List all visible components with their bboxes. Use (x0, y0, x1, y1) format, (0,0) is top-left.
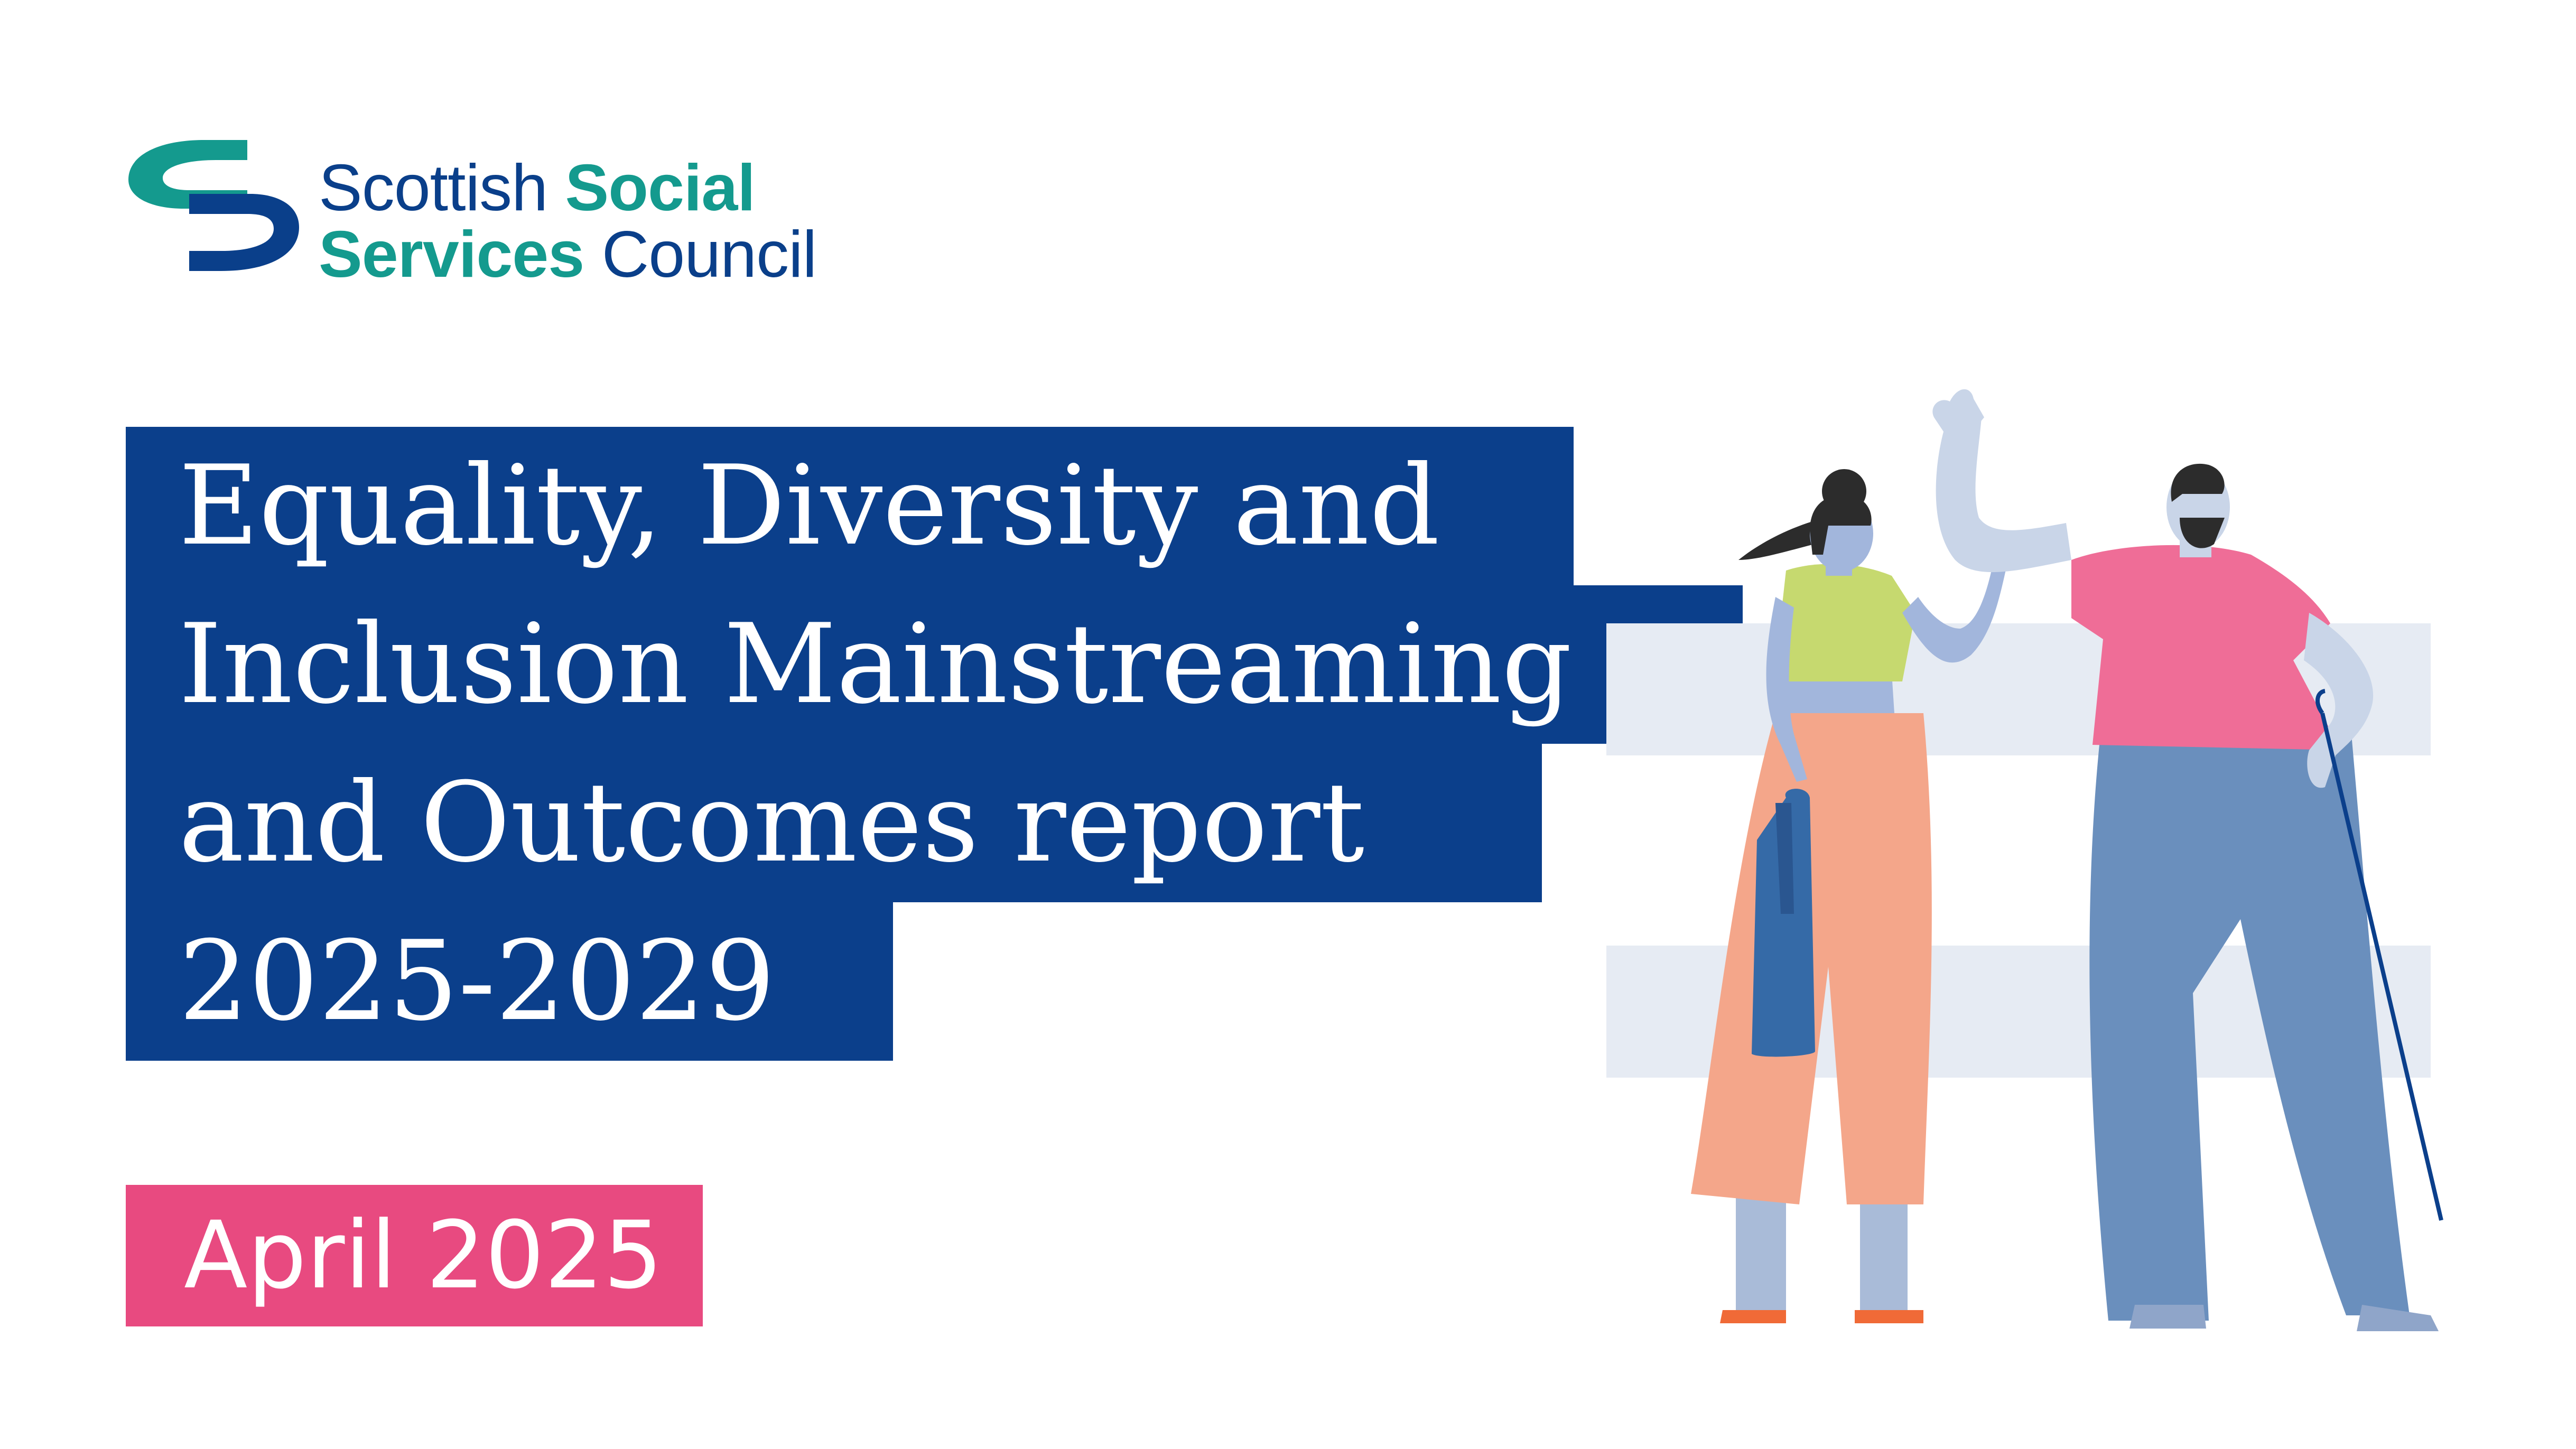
org-word-social: Social (565, 152, 756, 225)
sssc-logo: Scottish Social Services Council (126, 135, 844, 288)
date-badge: April 2025 (126, 1185, 703, 1326)
organisation-name-line1: Scottish Social (319, 155, 816, 221)
walking-cane (2320, 713, 2443, 1221)
org-word-services: Services (319, 218, 584, 291)
org-word-council: Council (601, 218, 817, 291)
woman-figure (1691, 469, 2008, 1323)
organisation-name-line2: Services Council (319, 218, 817, 291)
title-line-3: and Outcomes report (126, 744, 1542, 902)
org-word-scottish: Scottish (319, 152, 548, 225)
organisation-name: Scottish Social Services Council (319, 155, 817, 291)
title-line-1: Equality, Diversity and (126, 427, 1574, 585)
title-line-4: 2025-2029 (126, 902, 893, 1061)
sssc-logo-icon (128, 140, 299, 271)
man-figure (1932, 389, 2443, 1331)
people-illustration (1606, 389, 2443, 1331)
title-line-2: Inclusion Mainstreaming (126, 585, 1743, 744)
